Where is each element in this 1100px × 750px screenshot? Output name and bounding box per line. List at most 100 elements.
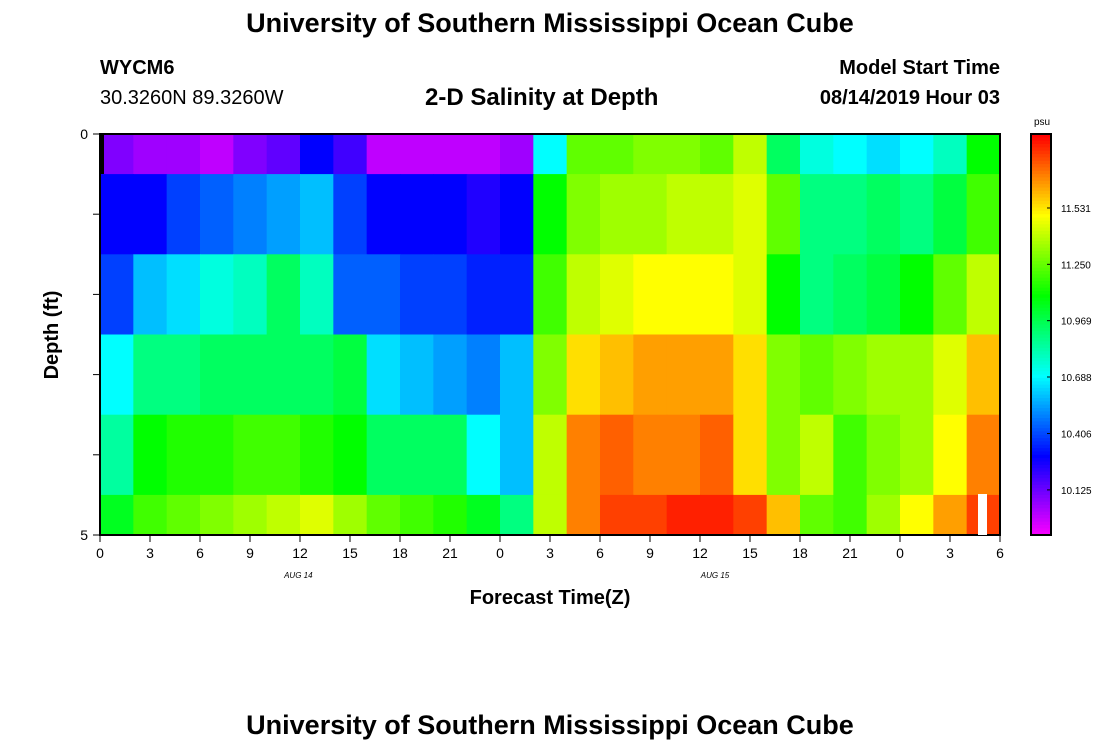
- colorbar-swatch: [1031, 240, 1051, 245]
- heatmap-cell: [433, 174, 468, 255]
- heatmap-cell: [733, 174, 768, 255]
- heatmap-cell: [433, 414, 468, 496]
- heatmap-cell: [166, 494, 201, 536]
- colorbar-swatch: [1031, 250, 1051, 255]
- heatmap-cell: [800, 494, 834, 536]
- colorbar-swatch: [1031, 511, 1051, 516]
- colorbar-swatch: [1031, 371, 1051, 376]
- heatmap-cell: [600, 334, 634, 416]
- colorbar-swatch: [1031, 394, 1051, 399]
- colorbar-swatch: [1031, 528, 1051, 533]
- colorbar-swatch: [1031, 287, 1051, 292]
- x-tick-label: 0: [896, 545, 904, 561]
- heatmap-cell: [233, 334, 268, 416]
- colorbar-swatch: [1031, 227, 1051, 232]
- colorbar-swatch: [1031, 197, 1051, 202]
- heatmap-cell: [700, 254, 734, 336]
- heatmap-cell: [366, 174, 401, 255]
- heatmap-cell: [266, 134, 301, 175]
- heatmap-cell: [133, 334, 168, 416]
- colorbar-swatch: [1031, 491, 1051, 496]
- heatmap-cell: [700, 174, 734, 255]
- colorbar-swatch: [1031, 311, 1051, 316]
- heatmap-cell: [933, 414, 968, 496]
- colorbar-swatch: [1031, 284, 1051, 289]
- heatmap-cell: [500, 254, 534, 336]
- colorbar-unit: psu: [1034, 117, 1050, 128]
- heatmap-cell: [433, 254, 468, 336]
- colorbar-swatch: [1031, 468, 1051, 473]
- colorbar-swatch: [1031, 521, 1051, 526]
- heatmap-cell: [766, 334, 801, 416]
- heatmap-cell: [366, 334, 401, 416]
- colorbar-swatch: [1031, 294, 1051, 299]
- heatmap-cell: [533, 494, 568, 536]
- colorbar-tick-label: 10.406: [1061, 430, 1092, 441]
- colorbar-swatch: [1031, 194, 1051, 199]
- heatmap-cell: [266, 174, 301, 255]
- heatmap-cell: [733, 254, 768, 336]
- heatmap-cell: [200, 134, 234, 175]
- y-axis: 05: [80, 126, 100, 543]
- colorbar-swatch: [1031, 484, 1051, 489]
- colorbar-swatch: [1031, 327, 1051, 332]
- colorbar-swatch: [1031, 454, 1051, 459]
- heatmap-cell: [833, 134, 868, 175]
- station-id: WYCM6: [100, 57, 175, 79]
- colorbar-swatch: [1031, 174, 1051, 179]
- colorbar-swatch: [1031, 277, 1051, 282]
- heatmap-cell: [833, 334, 868, 416]
- x-tick-label: 3: [146, 545, 154, 561]
- x-tick-label: 9: [646, 545, 654, 561]
- heatmap-cell: [733, 414, 768, 496]
- heatmap-cell: [866, 134, 901, 175]
- x-tick-label: 21: [842, 545, 858, 561]
- page-title-bottom: University of Southern Mississippi Ocean…: [246, 710, 854, 740]
- heatmap-cell: [700, 494, 734, 536]
- colorbar-swatch: [1031, 210, 1051, 215]
- heatmap-cell: [166, 334, 201, 416]
- colorbar-swatch: [1031, 514, 1051, 519]
- colorbar-swatch: [1031, 204, 1051, 209]
- colorbar-swatch: [1031, 414, 1051, 419]
- colorbar-swatch: [1031, 271, 1051, 275]
- heatmap-cell: [400, 334, 434, 416]
- heatmap-cell: [200, 174, 234, 255]
- heatmap-cell: [633, 414, 668, 496]
- colorbar-swatch: [1031, 180, 1051, 185]
- heatmap-cell: [966, 134, 1001, 175]
- colorbar-swatch: [1031, 170, 1051, 175]
- colorbar-swatch: [1031, 254, 1051, 259]
- colorbar-swatch: [1031, 237, 1051, 242]
- heatmap-cell: [633, 134, 668, 175]
- colorbar: 11.531 11.250 10.969 10.688 10.406 10.125: [1030, 133, 1092, 536]
- heatmap-cell: [600, 174, 634, 255]
- colorbar-swatch: [1031, 498, 1051, 503]
- heatmap-cell: [866, 174, 901, 255]
- heatmap-cell: [300, 414, 334, 496]
- colorbar-frame: [1030, 133, 1052, 536]
- x-tick-label: 15: [742, 545, 758, 561]
- date-label: AUG 15: [700, 571, 730, 580]
- colorbar-swatch: [1031, 364, 1051, 369]
- colorbar-swatch: [1031, 384, 1051, 389]
- colorbar-swatch: [1031, 217, 1051, 222]
- heatmap-cell: [800, 414, 834, 496]
- heatmap-cell: [666, 174, 701, 255]
- heatmap-cell: [566, 334, 601, 416]
- colorbar-swatch: [1031, 444, 1051, 449]
- heatmap-cell: [600, 494, 634, 536]
- x-tick-label: 12: [692, 545, 708, 561]
- heatmap-cell: [733, 494, 768, 536]
- heatmap-cell: [666, 134, 701, 175]
- heatmap-cell: [433, 334, 468, 416]
- colorbar-swatch: [1031, 381, 1051, 386]
- colorbar-swatch: [1031, 200, 1051, 205]
- colorbar-swatch: [1031, 524, 1051, 529]
- x-tick-label: 18: [792, 545, 808, 561]
- colorbar-swatch: [1031, 321, 1051, 326]
- colorbar-swatch: [1031, 344, 1051, 349]
- heatmap-cell: [500, 134, 534, 175]
- heatmap-cell: [933, 174, 968, 255]
